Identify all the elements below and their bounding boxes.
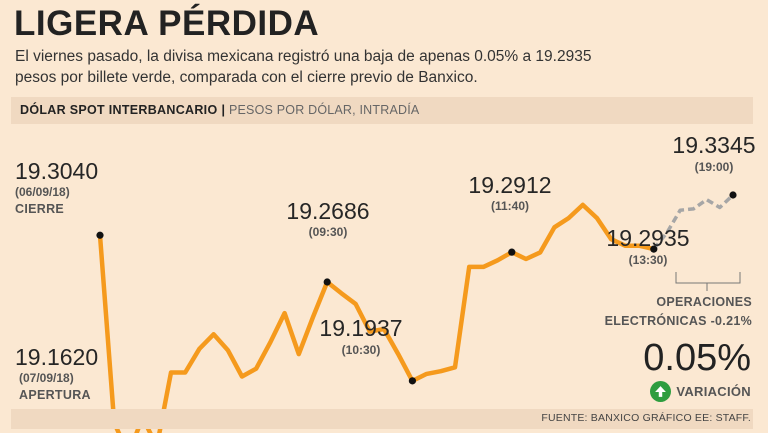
footer-band [11,409,753,429]
data-label: 19.2935 [606,225,689,251]
data-label: 19.3040 [15,158,98,184]
variation-row: VARIACIÓN [650,380,751,402]
subtitle-line-1: El viernes pasado, la divisa mexicana re… [15,48,592,65]
data-point [650,245,658,253]
data-label: 19.2686 [286,198,369,224]
data-label: 19.3345 [672,132,755,158]
data-label-time: (13:30) [629,253,668,267]
data-point [323,278,331,286]
chart-header-unit: PESOS POR DÓLAR, INTRADÍA [228,103,420,117]
data-label-time: (09:30) [309,225,348,239]
ops-bracket [675,272,741,291]
page-title: LIGERA PÉRDIDA [14,4,320,43]
data-label-time: (06/09/18) [15,185,70,199]
variation-label: VARIACIÓN [676,383,751,399]
data-label: 19.2912 [468,172,551,198]
data-point [508,248,516,256]
chart-header-separator: | [221,103,225,117]
subtitle: El viernes pasado, la divisa mexicana re… [15,46,615,88]
ops-label-line-1: OPERACIONES [656,295,752,309]
chart-header: DÓLAR SPOT INTERBANCARIO | PESOS POR DÓLAR… [20,103,419,118]
chart-header-band [11,97,753,124]
arrow-up-icon [650,380,672,402]
source-note: FUENTE: BANXICO GRÁFICO EE: STAFF. [541,412,751,424]
data-point [729,191,737,199]
data-label-caption: CIERRE [15,202,64,216]
series-line-intraday [97,202,657,433]
data-point [408,377,416,385]
data-label-time: (10:30) [342,343,381,357]
subtitle-line-2: pesos por billete verde, comparada con e… [15,69,478,86]
data-label-time: (11:40) [491,199,529,213]
data-label: 19.1937 [319,315,402,341]
data-label-time: (19:00) [695,160,734,174]
series-line-electronic [652,193,735,251]
ops-label-line-2: ELECTRÓNICAS -0.21% [605,313,752,328]
data-label-caption: APERTURA [19,388,91,402]
data-label: 19.1620 [15,344,98,370]
data-label-time: (07/09/18) [19,371,74,385]
variation-value: 0.05% [643,337,751,379]
chart-header-title: DÓLAR SPOT INTERBANCARIO [20,103,218,117]
data-point [96,231,104,239]
